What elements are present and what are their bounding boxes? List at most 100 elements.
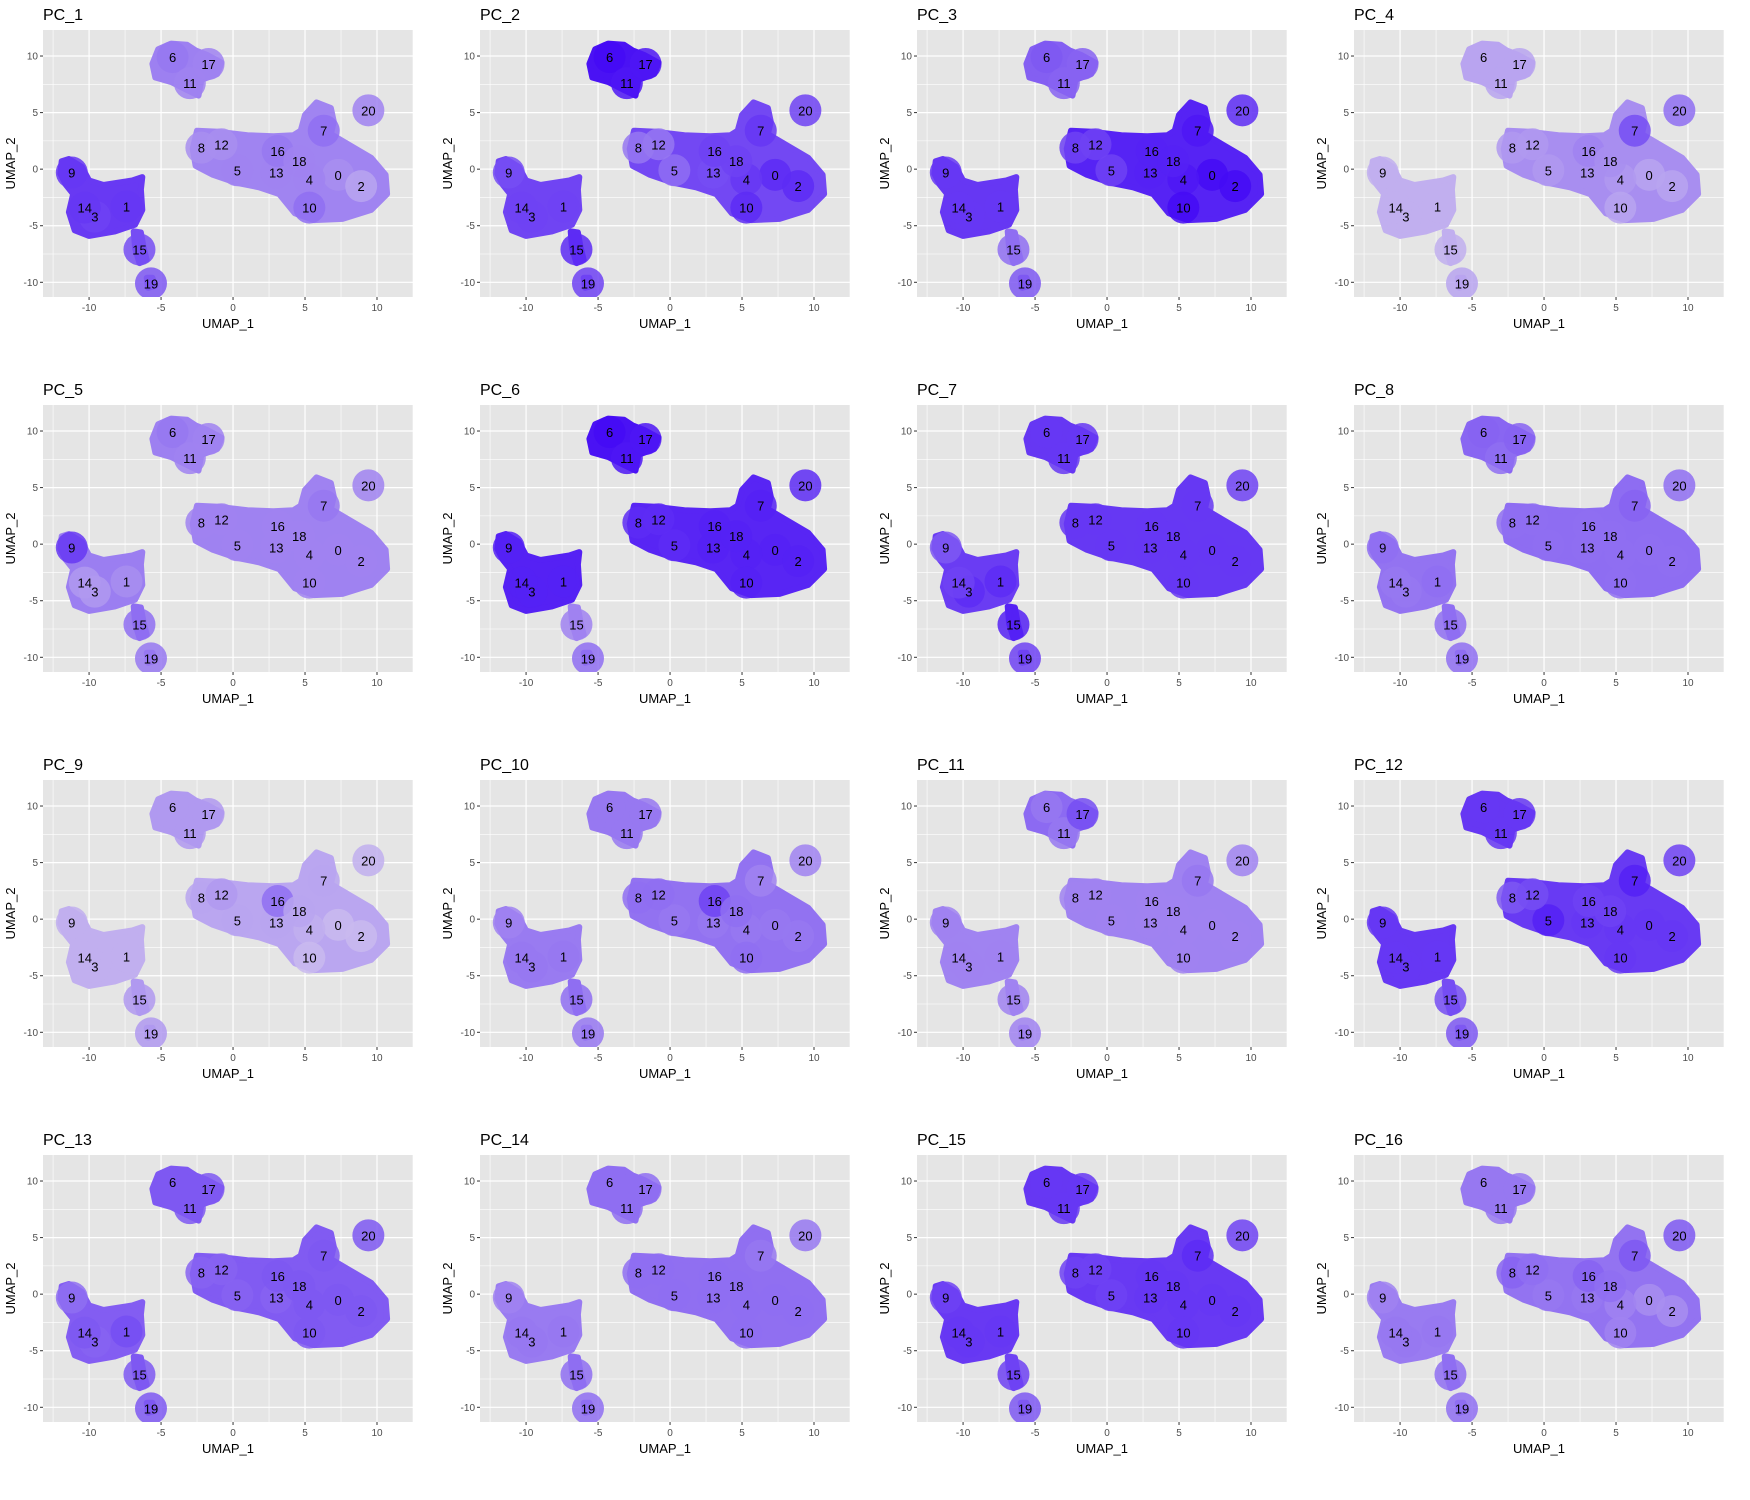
cluster-label: 9 (1379, 916, 1386, 931)
cluster-intensity-mark (984, 190, 1017, 223)
cluster-label: 15 (1006, 617, 1020, 632)
cluster-label: 4 (1180, 922, 1187, 937)
cluster-intensity-mark (1503, 797, 1536, 830)
y-tick-label: -5 (29, 971, 38, 982)
cluster-label: 18 (292, 529, 306, 544)
y-axis-title: UMAP_2 (440, 512, 455, 564)
x-tick-label: 0 (230, 1053, 236, 1064)
cluster-label: 8 (1072, 516, 1079, 531)
cluster-intensity-mark (1618, 1239, 1651, 1272)
x-tick-label: 5 (739, 1053, 745, 1064)
cluster-label: 19 (1455, 1401, 1469, 1416)
cluster-intensity-mark (1226, 1219, 1259, 1252)
y-tick-label: -5 (29, 596, 38, 607)
cluster-label: 13 (1580, 1291, 1594, 1306)
cluster-label: 20 (361, 103, 375, 118)
cluster-label: 12 (214, 887, 228, 902)
cluster-label: 3 (965, 960, 972, 975)
cluster-intensity-mark (283, 520, 316, 553)
cluster-label: 13 (1143, 166, 1157, 181)
cluster-intensity-mark (1467, 416, 1500, 449)
cluster-intensity-mark (1604, 566, 1637, 599)
cluster-intensity-mark (1181, 1239, 1214, 1272)
cluster-label: 3 (965, 1335, 972, 1350)
cluster-label: 1 (560, 1324, 567, 1339)
x-tick-label: 10 (1245, 678, 1257, 689)
cluster-intensity-mark (1663, 1219, 1696, 1252)
cluster-label: 20 (1672, 853, 1686, 868)
cluster-label: 17 (1075, 432, 1089, 447)
cluster-label: 18 (729, 529, 743, 544)
cluster-intensity-mark (1226, 94, 1259, 127)
y-tick-label: 10 (464, 52, 476, 63)
x-tick-label: -5 (157, 678, 166, 689)
x-axis-title: UMAP_1 (639, 1441, 691, 1456)
cluster-intensity-mark (1219, 1295, 1252, 1328)
cluster-intensity-mark (492, 1281, 525, 1314)
cluster-intensity-mark (123, 983, 156, 1016)
cluster-label: 7 (320, 124, 327, 139)
cluster-label: 14 (515, 1326, 529, 1341)
y-tick-label: 5 (469, 1233, 475, 1244)
cluster-label: 20 (361, 1228, 375, 1243)
cluster-intensity-mark (1656, 170, 1689, 203)
cluster-intensity-mark (730, 191, 763, 224)
cluster-intensity-mark (505, 941, 538, 974)
feature-plot-svg: PC_1301234567891011121314151617181920-10… (3, 1132, 413, 1456)
cluster-intensity-mark (1421, 1315, 1454, 1348)
cluster-label: 18 (1166, 154, 1180, 169)
cluster-label: 0 (1646, 168, 1653, 183)
cluster-label: 15 (132, 617, 146, 632)
x-tick-label: -5 (157, 1428, 166, 1439)
x-tick-label: -10 (519, 1428, 534, 1439)
cluster-label: 0 (772, 543, 779, 558)
y-tick-label: -5 (1340, 971, 1349, 982)
cluster-intensity-mark (1219, 170, 1252, 203)
cluster-label: 8 (1509, 516, 1516, 531)
cluster-intensity-mark (929, 156, 962, 189)
cluster-label: 0 (772, 918, 779, 933)
cluster-label: 5 (234, 1288, 241, 1303)
cluster-intensity-mark (1467, 41, 1500, 74)
x-tick-label: 5 (1613, 1053, 1619, 1064)
cluster-label: 12 (651, 1262, 665, 1277)
cluster-label: 6 (1043, 800, 1050, 815)
cluster-label: 11 (183, 826, 197, 841)
cluster-label: 0 (1646, 918, 1653, 933)
y-tick-label: -5 (1340, 596, 1349, 607)
x-axis-title: UMAP_1 (1076, 691, 1128, 706)
cluster-label: 8 (635, 891, 642, 906)
cluster-label: 18 (729, 904, 743, 919)
cluster-label: 19 (1018, 276, 1032, 291)
x-axis-title: UMAP_1 (639, 316, 691, 331)
cluster-intensity-mark (997, 233, 1030, 266)
y-tick-label: 0 (1343, 915, 1349, 926)
cluster-intensity-mark (929, 1281, 962, 1314)
cluster-label: 4 (743, 1297, 750, 1312)
y-tick-label: -5 (466, 971, 475, 982)
feature-plot-svg: PC_301234567891011121314151617181920-10-… (877, 7, 1287, 331)
cluster-intensity-mark (789, 1219, 822, 1252)
cluster-label: 12 (214, 137, 228, 152)
y-tick-label: 10 (1338, 427, 1350, 438)
cluster-intensity-mark (593, 41, 626, 74)
y-tick-label: -5 (466, 1346, 475, 1357)
cluster-intensity-mark (1594, 520, 1627, 553)
cluster-intensity-mark (55, 531, 88, 564)
cluster-label: 19 (1018, 1026, 1032, 1041)
cluster-intensity-mark (1226, 844, 1259, 877)
cluster-label: 0 (335, 1293, 342, 1308)
cluster-intensity-mark (942, 566, 975, 599)
cluster-intensity-mark (1503, 422, 1536, 455)
cluster-label: 18 (292, 904, 306, 919)
cluster-intensity-mark (110, 940, 143, 973)
cluster-label: 17 (201, 57, 215, 72)
y-axis-title: UMAP_2 (3, 887, 18, 939)
feature-plot-svg: PC_801234567891011121314151617181920-10-… (1314, 382, 1724, 706)
cluster-label: 18 (292, 154, 306, 169)
cluster-label: 9 (1379, 166, 1386, 181)
cluster-intensity-mark (1066, 797, 1099, 830)
panel-title: PC_4 (1354, 7, 1394, 24)
x-tick-label: -10 (82, 1053, 97, 1064)
cluster-intensity-mark (492, 156, 525, 189)
